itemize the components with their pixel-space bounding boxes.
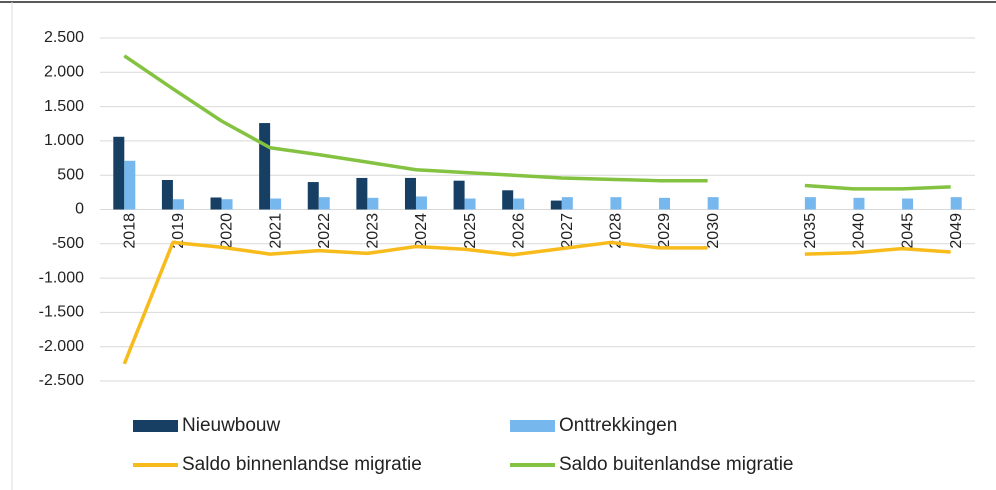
bar [367, 197, 379, 210]
line [123, 54, 951, 191]
bar [356, 177, 368, 210]
y-tick-label: -1.000 [39, 269, 84, 286]
bar [124, 160, 136, 210]
x-tick-label: 2019 [170, 213, 187, 249]
x-tick-label: 2018 [122, 213, 139, 249]
y-tick-label: -2.500 [39, 372, 84, 389]
bar [950, 197, 962, 210]
bar [221, 199, 233, 210]
bar [210, 197, 222, 210]
bar [270, 198, 282, 210]
legend-label: Onttrekkingen [559, 415, 677, 436]
y-tick-label: 1.000 [44, 132, 84, 149]
x-tick-label: 2022 [316, 213, 333, 249]
x-tick-label: 2024 [413, 213, 430, 249]
x-tick-label: 2028 [608, 213, 625, 249]
y-tick-label: 2.500 [44, 29, 84, 46]
bar [550, 200, 562, 210]
y-tick-label: 0 [75, 201, 84, 218]
x-tick-label: 2025 [462, 213, 479, 249]
line [122, 240, 951, 365]
x-tick-label: 2026 [510, 213, 527, 249]
y-tick-label: -2.000 [39, 338, 84, 355]
x-tick-label: 2023 [365, 213, 382, 249]
legend-label: Saldo buitenlandse migratie [559, 454, 794, 475]
bar [113, 136, 125, 210]
x-tick-label: 2020 [219, 213, 236, 249]
bar [259, 123, 271, 210]
x-tick-label: 2045 [899, 213, 916, 249]
bar [561, 197, 573, 210]
bar [707, 197, 719, 210]
bar [513, 198, 525, 210]
x-tick-label: 2040 [851, 213, 868, 249]
bar [853, 197, 865, 210]
x-tick-label: 2030 [705, 213, 722, 249]
y-tick-label: -1.500 [39, 304, 84, 321]
legend-swatch [510, 420, 555, 432]
bar [453, 180, 465, 210]
x-tick-label: 2021 [267, 213, 284, 249]
x-tick-label: 2035 [802, 213, 819, 249]
legend-label: Saldo binnenlandse migratie [182, 454, 422, 475]
bar [902, 198, 914, 210]
bar [659, 197, 671, 210]
bar [502, 190, 514, 210]
legend-label: Nieuwbouw [182, 415, 280, 436]
bar [464, 198, 476, 210]
y-tick-label: 2.000 [44, 64, 84, 81]
bar [318, 197, 330, 210]
y-tick-label: -500 [52, 235, 84, 252]
x-tick-label: 2027 [559, 213, 576, 249]
y-tick-label: 500 [57, 166, 84, 183]
x-tick-label: 2049 [948, 213, 965, 249]
y-tick-label: 1.500 [44, 98, 84, 115]
bar [307, 182, 319, 210]
x-tick-label: 2029 [656, 213, 673, 249]
bar [404, 177, 416, 210]
legend-swatch [133, 420, 178, 432]
bar [161, 180, 173, 210]
bar [610, 197, 622, 210]
bar [804, 197, 816, 210]
bar [172, 199, 184, 210]
bar [415, 196, 427, 210]
